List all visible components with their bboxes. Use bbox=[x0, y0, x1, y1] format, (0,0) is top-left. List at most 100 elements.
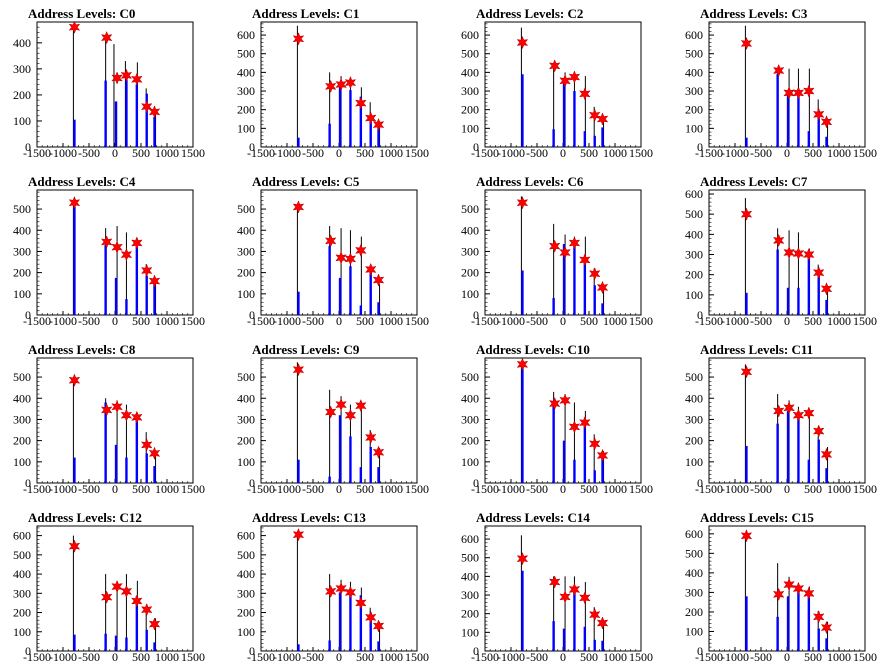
y-tick-label: 300 bbox=[237, 244, 255, 258]
y-tick-label: 500 bbox=[13, 202, 31, 216]
fill-bar bbox=[338, 592, 342, 651]
star-marker bbox=[335, 397, 347, 412]
fill-bar bbox=[135, 84, 139, 147]
x-tick-label: -500 bbox=[526, 314, 548, 328]
chart-plot: -1500-1000 -500 0 500 1000 1500 0 100 200 300 400 5… bbox=[461, 525, 653, 664]
fill-bar bbox=[562, 440, 566, 483]
y-tick-label: 200 bbox=[13, 434, 31, 448]
y-tick-label: 400 bbox=[685, 391, 703, 405]
star-marker bbox=[588, 437, 601, 451]
star-marker bbox=[148, 617, 161, 631]
chart-title: Address Levels: C4 bbox=[28, 174, 136, 189]
fill-bar bbox=[521, 364, 524, 483]
fill-bar bbox=[552, 404, 555, 483]
y-tick-label: 400 bbox=[237, 223, 255, 237]
x-tick-label: 0 bbox=[560, 482, 566, 496]
fill-bar bbox=[552, 129, 555, 147]
star-marker bbox=[148, 274, 161, 288]
fill-bar bbox=[786, 410, 790, 483]
y-tick-label: 400 bbox=[13, 223, 31, 237]
chart-plot: -1500-1000 -500 0 500 1000 1500 0 100 200 300 400 5… bbox=[13, 357, 205, 496]
x-tick-label: 1000 bbox=[603, 314, 627, 328]
y-tick-label: 100 bbox=[13, 455, 31, 469]
chart-plot: -1500-1000 -500 0 500 1000 1500 0 100 200 300 400 5… bbox=[685, 187, 877, 328]
fill-bar bbox=[369, 612, 372, 651]
x-tick-label: 1500 bbox=[181, 650, 205, 664]
star-marker bbox=[568, 70, 581, 84]
star-marker bbox=[148, 105, 161, 119]
star-marker bbox=[68, 373, 81, 387]
fill-bar bbox=[583, 626, 587, 651]
x-tick-label: -1500 bbox=[247, 146, 275, 160]
x-tick-label: 1500 bbox=[853, 650, 877, 664]
fill-bar bbox=[359, 595, 363, 651]
star-marker bbox=[131, 410, 143, 425]
fill-bar bbox=[73, 206, 76, 315]
fill-bar bbox=[825, 468, 828, 483]
fill-bar bbox=[104, 402, 107, 483]
x-tick-label: -500 bbox=[750, 650, 772, 664]
chart-panel: Address Levels: C5 -1500 -1000 -500 0 500 1000… bbox=[224, 168, 448, 336]
y-tick-label: 100 bbox=[237, 625, 255, 639]
y-tick-label: 500 bbox=[237, 202, 255, 216]
x-tick-label: -1000 bbox=[273, 650, 301, 664]
fill-bar bbox=[114, 277, 118, 315]
x-tick-label: -500 bbox=[78, 146, 100, 160]
x-tick-label: -500 bbox=[78, 650, 100, 664]
fill-bar bbox=[369, 272, 372, 315]
x-tick-label: 0 bbox=[784, 314, 790, 328]
x-tick-label: 0 bbox=[560, 146, 566, 160]
y-tick-label: 400 bbox=[461, 391, 479, 405]
y-tick-label: 400 bbox=[461, 569, 479, 583]
star-marker bbox=[516, 35, 529, 50]
star-marker bbox=[68, 539, 81, 553]
star-marker bbox=[740, 36, 753, 51]
fill-bar bbox=[776, 249, 779, 315]
x-tick-label: 1500 bbox=[853, 314, 877, 328]
chart-title: Address Levels: C1 bbox=[252, 6, 360, 21]
fill-bar bbox=[776, 74, 779, 147]
fill-bar bbox=[328, 476, 331, 483]
fill-bar bbox=[135, 596, 139, 651]
x-tick-label: -500 bbox=[78, 482, 100, 496]
star-marker bbox=[355, 243, 367, 258]
chart-plot: -1500-1000 -500 0 500 1000 1500 0 100 200 300 400 5… bbox=[461, 189, 653, 328]
chart-title: Address Levels: C12 bbox=[28, 510, 142, 525]
x-tick-label: 0 bbox=[784, 146, 790, 160]
star-marker bbox=[355, 96, 367, 110]
y-tick-label: 500 bbox=[237, 47, 255, 61]
star-marker bbox=[355, 596, 367, 610]
y-tick-label: 500 bbox=[237, 548, 255, 562]
x-tick-label: -1000 bbox=[721, 650, 749, 664]
y-tick-label: 400 bbox=[237, 65, 255, 79]
x-tick-label: 0 bbox=[560, 650, 566, 664]
chart-panel: Address Levels: C12 -1500 -1000 -500 0 500 100… bbox=[0, 504, 224, 672]
fill-bar bbox=[601, 456, 604, 483]
x-tick-label: -1000 bbox=[273, 146, 301, 160]
star-marker bbox=[548, 239, 561, 253]
fill-bar bbox=[349, 436, 352, 483]
chart-title: Address Levels: C3 bbox=[700, 6, 808, 21]
fill-bar bbox=[825, 638, 828, 651]
y-tick-label: 500 bbox=[685, 47, 703, 61]
fill-bar bbox=[145, 629, 148, 651]
star-marker bbox=[559, 393, 571, 408]
y-tick-label: 400 bbox=[13, 391, 31, 405]
fill-bar bbox=[807, 254, 811, 315]
x-tick-label: -1000 bbox=[49, 482, 77, 496]
x-tick-label: 0 bbox=[784, 650, 790, 664]
x-tick-label: -1000 bbox=[273, 314, 301, 328]
x-tick-label: 500 bbox=[132, 314, 150, 328]
fill-bar bbox=[297, 137, 300, 147]
star-marker bbox=[344, 252, 357, 266]
x-tick-label: 1000 bbox=[379, 650, 403, 664]
x-tick-label: 500 bbox=[356, 482, 374, 496]
star-marker bbox=[820, 447, 833, 462]
y-tick-label: 400 bbox=[461, 223, 479, 237]
y-tick-label: 500 bbox=[461, 370, 479, 384]
fill-bar bbox=[552, 621, 555, 651]
star-marker bbox=[579, 87, 591, 101]
y-tick-label: 200 bbox=[461, 266, 479, 280]
star-marker bbox=[783, 577, 795, 592]
y-tick-label: 0 bbox=[697, 476, 703, 490]
